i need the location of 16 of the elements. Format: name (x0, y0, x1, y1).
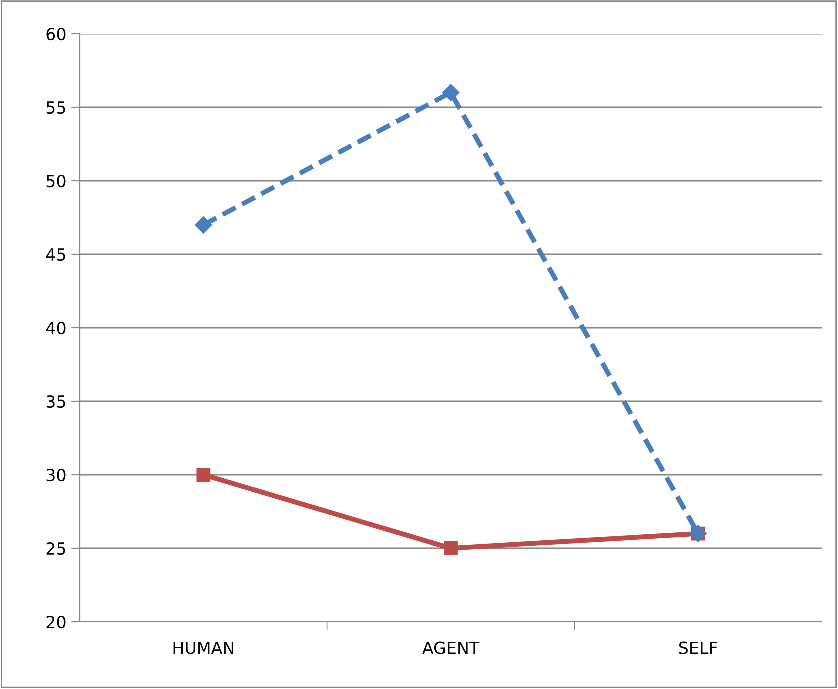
point (196, 468, 211, 482)
y-tick-label: 30 (46, 468, 66, 482)
point (444, 542, 458, 556)
x-tick-label: SELF (679, 642, 718, 654)
y-tick-label: 35 (46, 395, 66, 408)
y-tick-label: 60 (46, 28, 66, 41)
x-tick-label: AGENT (422, 642, 480, 654)
y-tick-label: 20 (46, 616, 66, 629)
y-tick-label: 25 (46, 542, 66, 556)
y-tick-label: 45 (46, 248, 66, 262)
y-tick-label: 50 (46, 174, 66, 188)
x-tick-label: HUMAN (174, 642, 234, 654)
y-tick-label: 40 (46, 322, 66, 335)
point (442, 84, 460, 102)
y-tick-label: 55 (46, 102, 66, 114)
point (195, 216, 212, 234)
